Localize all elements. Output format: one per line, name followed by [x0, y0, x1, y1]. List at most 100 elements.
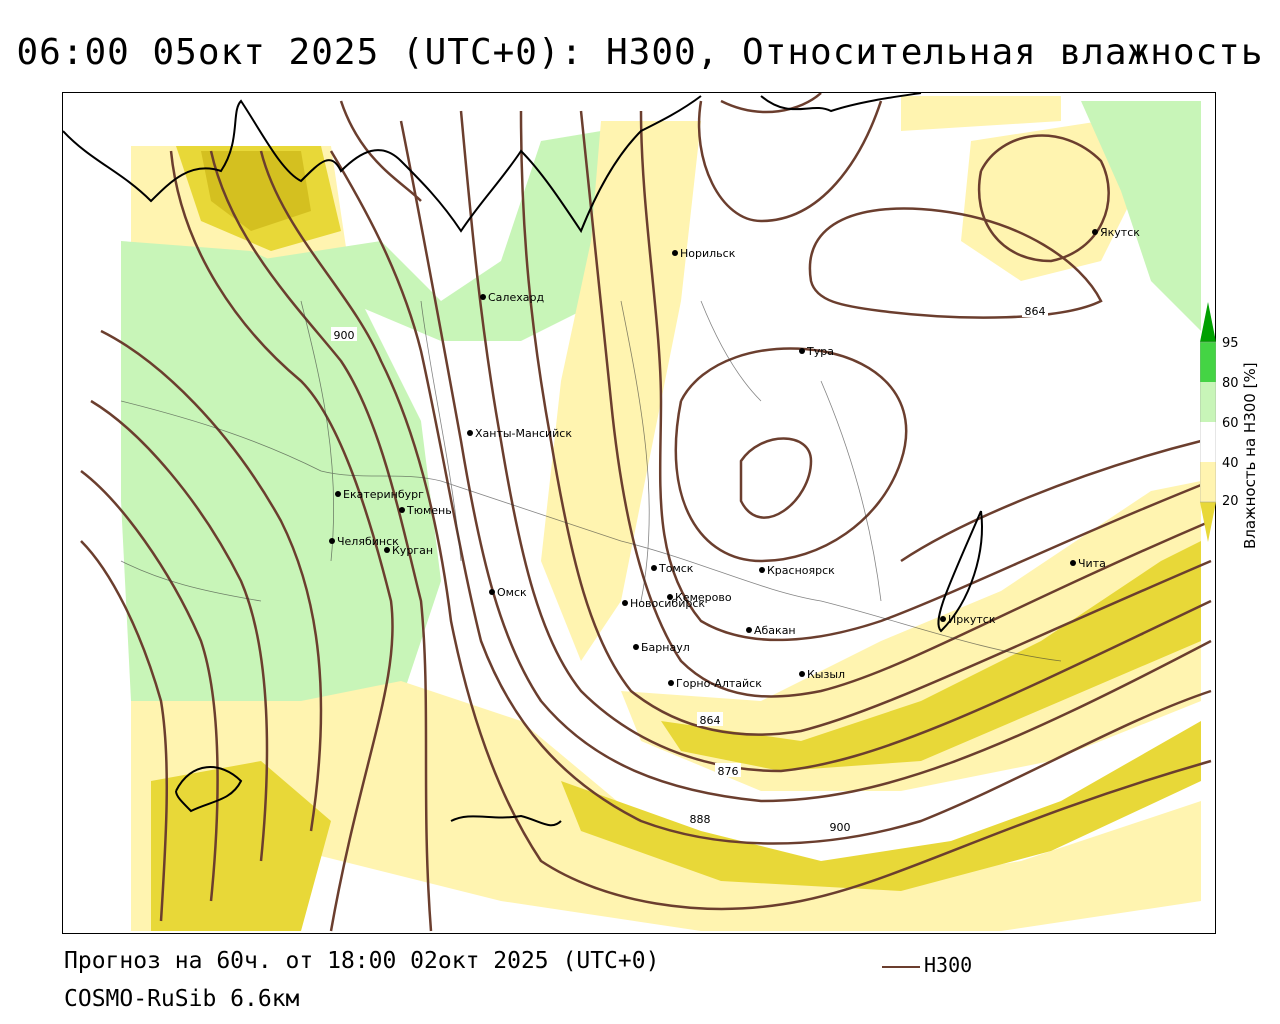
city-marker	[467, 430, 473, 436]
contour-label-text: 900	[830, 821, 851, 834]
contour-labels-layer: 900 864 864 876 888 900	[331, 303, 1048, 834]
colorbar-tick-95: 95	[1222, 336, 1239, 351]
contour-label-0: 900	[331, 327, 357, 342]
city-label: Якутск	[1100, 226, 1140, 239]
city-12[interactable]: Новосибирск	[622, 597, 705, 610]
city-10[interactable]: Томск	[651, 562, 694, 575]
city-marker	[651, 565, 657, 571]
city-6[interactable]: Тюмень	[399, 504, 452, 517]
city-marker	[667, 594, 673, 600]
h300-legend-label: H300	[924, 953, 973, 977]
city-label: Норильск	[680, 247, 736, 260]
contour-label-2: 864	[697, 712, 723, 727]
map-title: 06:00 05окт 2025 (UTC+0): H300, Относите…	[16, 32, 1264, 73]
city-marker	[759, 567, 765, 573]
city-17[interactable]: Барнаул	[633, 641, 690, 654]
city-marker	[799, 671, 805, 677]
colorbar-segment-80-95	[1200, 342, 1216, 382]
city-3[interactable]: Тура	[799, 345, 834, 358]
cities-layer: Салехард Норильск Якутск Тура Ханты-Мансийск…	[329, 226, 1140, 690]
humidity-colorbar	[1200, 302, 1216, 542]
contour-label-5: 900	[827, 819, 853, 834]
contour-label-bg	[697, 712, 723, 726]
city-15[interactable]: Иркутск	[940, 613, 996, 626]
city-2[interactable]: Якутск	[1092, 226, 1140, 239]
city-label: Барнаул	[641, 641, 690, 654]
city-marker	[399, 507, 405, 513]
city-marker	[335, 491, 341, 497]
city-19[interactable]: Кызыл	[799, 668, 845, 681]
contour-label-4: 888	[687, 811, 713, 826]
weather-map-svg: Салехард Норильск Якутск Тура Ханты-Мансийск…	[63, 93, 1215, 933]
map-canvas[interactable]: Салехард Норильск Якутск Тура Ханты-Мансийск…	[62, 92, 1216, 934]
colorbar-tick-20: 20	[1222, 494, 1239, 509]
city-marker	[799, 348, 805, 354]
contour-label-text: 900	[334, 329, 355, 342]
city-marker	[489, 589, 495, 595]
colorbar-tick-60: 60	[1222, 416, 1239, 431]
contour-label-bg	[331, 327, 357, 341]
city-marker	[622, 600, 628, 606]
colorbar-bottom-arrow	[1200, 502, 1216, 542]
colorbar-tick-80: 80	[1222, 376, 1239, 391]
city-0[interactable]: Салехард	[480, 291, 544, 304]
city-marker	[672, 250, 678, 256]
city-13[interactable]: Кемерово	[667, 591, 732, 604]
coastlines	[63, 93, 983, 827]
city-label: Кемерово	[675, 591, 732, 604]
colorbar-segment-40-60	[1200, 422, 1216, 462]
city-16[interactable]: Чита	[1070, 557, 1106, 570]
city-label: Иркутск	[948, 613, 996, 626]
city-marker	[746, 627, 752, 633]
forecast-info: Прогноз на 60ч. от 18:00 02окт 2025 (UTC…	[64, 948, 660, 974]
contour-label-text: 876	[718, 765, 739, 778]
city-7[interactable]: Челябинск	[329, 535, 399, 548]
city-label: Новосибирск	[630, 597, 705, 610]
h300-contours	[80, 93, 1212, 932]
city-label: Абакан	[754, 624, 796, 637]
city-label: Омск	[497, 586, 527, 599]
city-marker	[1070, 560, 1076, 566]
colorbar-segment-60-80	[1200, 382, 1216, 422]
city-label: Курган	[392, 544, 433, 557]
city-marker	[1092, 229, 1098, 235]
city-1[interactable]: Норильск	[672, 247, 736, 260]
city-label: Салехард	[488, 291, 544, 304]
city-label: Ханты-Мансийск	[475, 427, 572, 440]
colorbar-title: Влажность на H300 [%]	[1241, 362, 1259, 549]
city-marker	[940, 616, 946, 622]
h300-line-swatch	[882, 965, 920, 968]
city-marker	[633, 644, 639, 650]
h300-legend: H300	[882, 953, 972, 977]
city-marker	[329, 538, 335, 544]
region-borders	[120, 300, 1062, 662]
city-14[interactable]: Абакан	[746, 624, 796, 637]
city-8[interactable]: Курган	[384, 544, 433, 557]
city-label: Тюмень	[406, 504, 452, 517]
model-name: COSMO-RuSib 6.6км	[64, 986, 300, 1012]
contour-label-bg	[827, 819, 853, 833]
city-label: Челябинск	[337, 535, 399, 548]
contour-label-text: 888	[690, 813, 711, 826]
city-marker	[480, 294, 486, 300]
city-label: Екатеринбург	[343, 488, 424, 501]
city-11[interactable]: Красноярск	[759, 564, 835, 577]
contour-label-text: 864	[1025, 305, 1046, 318]
contour-label-bg	[687, 811, 713, 825]
city-label: Томск	[658, 562, 694, 575]
city-label: Тура	[806, 345, 834, 358]
contour-label-bg	[1022, 303, 1048, 317]
city-5[interactable]: Екатеринбург	[335, 488, 424, 501]
city-label: Красноярск	[767, 564, 835, 577]
city-label: Чита	[1078, 557, 1106, 570]
colorbar-tick-40: 40	[1222, 456, 1239, 471]
contour-label-1: 864	[1022, 303, 1048, 318]
city-9[interactable]: Омск	[489, 586, 527, 599]
colorbar-segment-20-40	[1200, 462, 1216, 502]
contour-label-text: 864	[700, 714, 721, 727]
contour-label-3: 876	[715, 763, 741, 778]
colorbar-top-arrow	[1200, 302, 1216, 342]
city-18[interactable]: Горно-Алтайск	[668, 677, 762, 690]
city-marker	[384, 547, 390, 553]
city-4[interactable]: Ханты-Мансийск	[467, 427, 572, 440]
